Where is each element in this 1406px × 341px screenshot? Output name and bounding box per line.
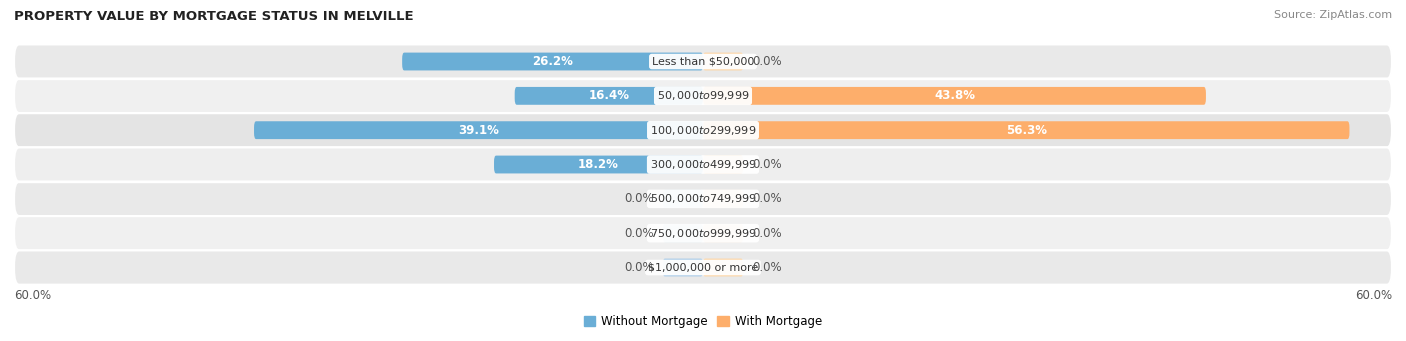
Text: 0.0%: 0.0% <box>624 261 654 274</box>
FancyBboxPatch shape <box>14 44 1392 79</box>
Text: 60.0%: 60.0% <box>1355 289 1392 302</box>
FancyBboxPatch shape <box>662 258 703 277</box>
FancyBboxPatch shape <box>494 155 703 174</box>
FancyBboxPatch shape <box>14 216 1392 250</box>
Text: 18.2%: 18.2% <box>578 158 619 171</box>
Text: Source: ZipAtlas.com: Source: ZipAtlas.com <box>1274 10 1392 20</box>
Text: 0.0%: 0.0% <box>752 55 782 68</box>
Text: 56.3%: 56.3% <box>1005 124 1046 137</box>
FancyBboxPatch shape <box>14 113 1392 147</box>
FancyBboxPatch shape <box>703 190 744 208</box>
FancyBboxPatch shape <box>14 182 1392 216</box>
Text: 0.0%: 0.0% <box>752 158 782 171</box>
Text: 0.0%: 0.0% <box>752 261 782 274</box>
Text: 39.1%: 39.1% <box>458 124 499 137</box>
Text: 0.0%: 0.0% <box>752 192 782 205</box>
Text: $100,000 to $299,999: $100,000 to $299,999 <box>650 124 756 137</box>
FancyBboxPatch shape <box>703 87 1206 105</box>
Text: PROPERTY VALUE BY MORTGAGE STATUS IN MELVILLE: PROPERTY VALUE BY MORTGAGE STATUS IN MEL… <box>14 10 413 23</box>
Legend: Without Mortgage, With Mortgage: Without Mortgage, With Mortgage <box>579 310 827 333</box>
FancyBboxPatch shape <box>254 121 703 139</box>
Text: 0.0%: 0.0% <box>752 227 782 240</box>
Text: $1,000,000 or more: $1,000,000 or more <box>648 263 758 272</box>
Text: 60.0%: 60.0% <box>14 289 51 302</box>
FancyBboxPatch shape <box>703 121 1350 139</box>
Text: $500,000 to $749,999: $500,000 to $749,999 <box>650 192 756 205</box>
Text: 0.0%: 0.0% <box>624 192 654 205</box>
FancyBboxPatch shape <box>14 79 1392 113</box>
FancyBboxPatch shape <box>703 258 744 277</box>
Text: 43.8%: 43.8% <box>934 89 974 102</box>
FancyBboxPatch shape <box>402 53 703 71</box>
FancyBboxPatch shape <box>515 87 703 105</box>
Text: 26.2%: 26.2% <box>531 55 574 68</box>
Text: 16.4%: 16.4% <box>588 89 630 102</box>
FancyBboxPatch shape <box>14 250 1392 285</box>
Text: 0.0%: 0.0% <box>624 227 654 240</box>
Text: $300,000 to $499,999: $300,000 to $499,999 <box>650 158 756 171</box>
Text: Less than $50,000: Less than $50,000 <box>652 57 754 66</box>
FancyBboxPatch shape <box>703 53 744 71</box>
Text: $50,000 to $99,999: $50,000 to $99,999 <box>657 89 749 102</box>
FancyBboxPatch shape <box>703 155 744 174</box>
FancyBboxPatch shape <box>703 224 744 242</box>
Text: $750,000 to $999,999: $750,000 to $999,999 <box>650 227 756 240</box>
FancyBboxPatch shape <box>14 147 1392 182</box>
FancyBboxPatch shape <box>662 224 703 242</box>
FancyBboxPatch shape <box>662 190 703 208</box>
